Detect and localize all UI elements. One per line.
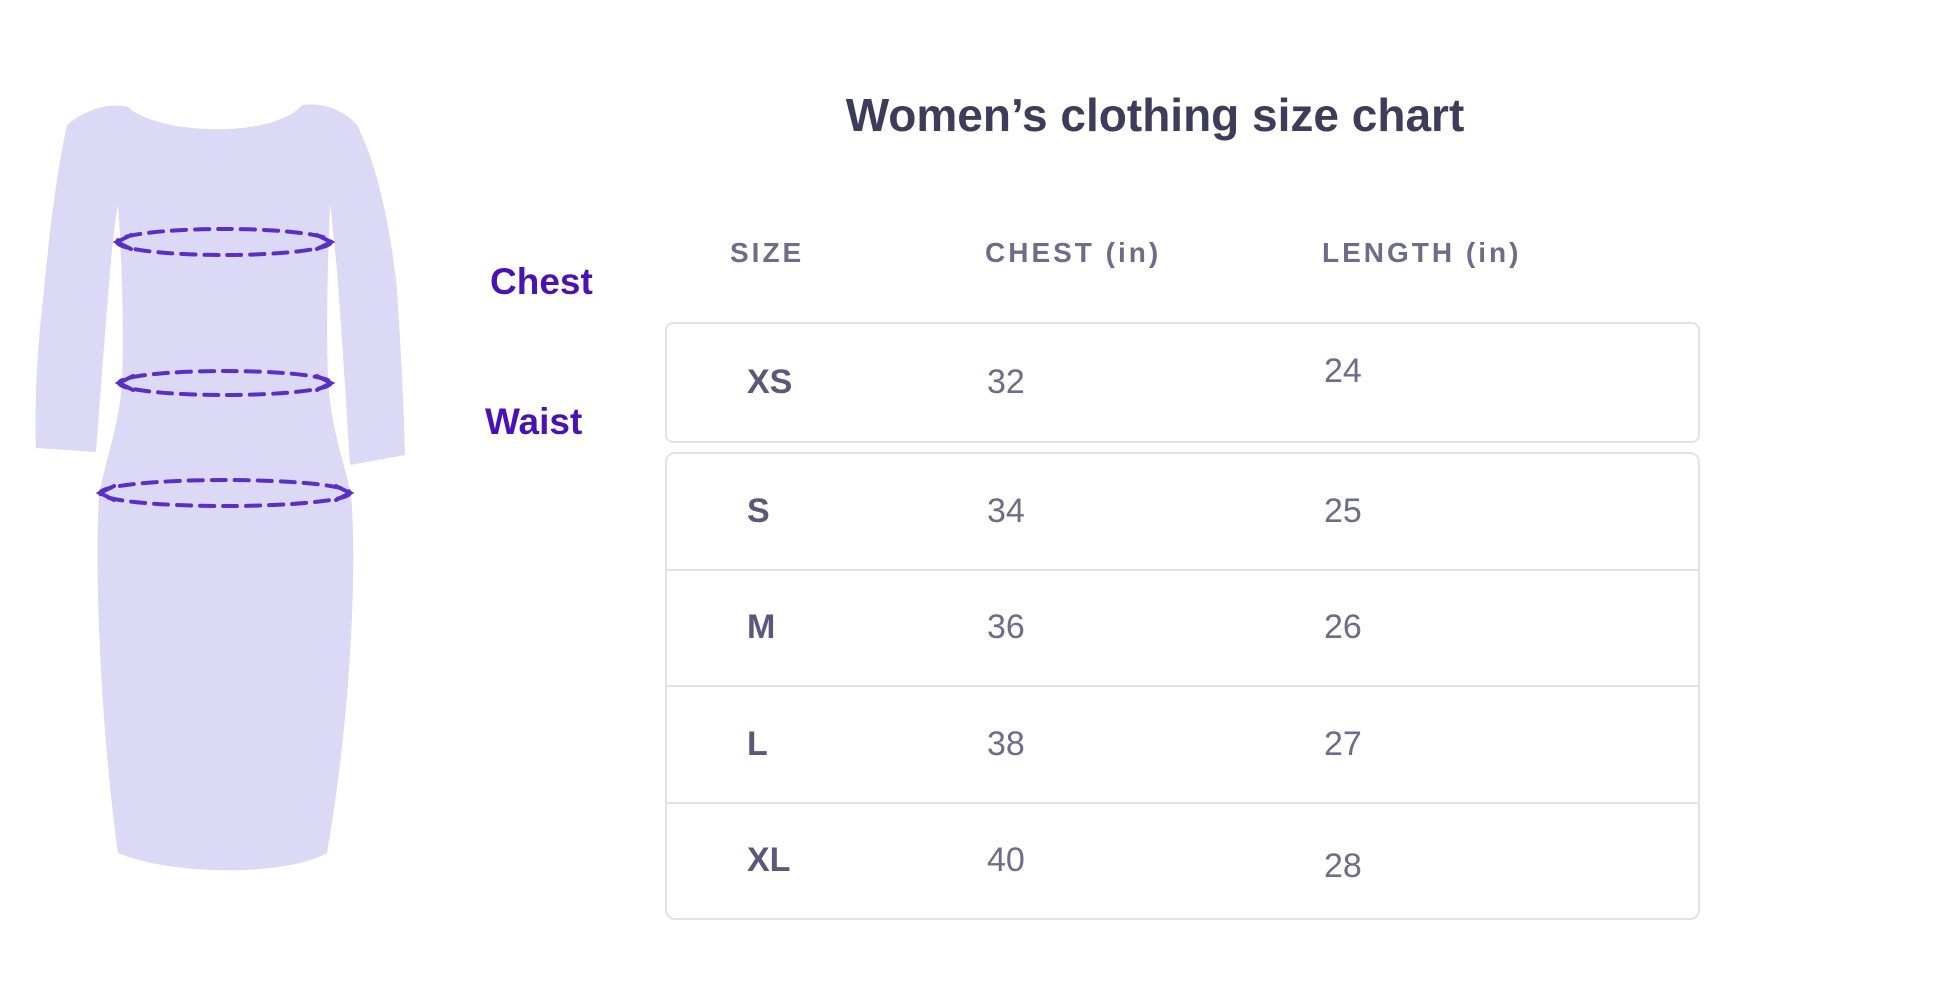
table-row-s: S 34 25: [667, 454, 1698, 569]
length-cell: 24: [1324, 352, 1362, 390]
chest-measure-ellipse: [112, 227, 336, 257]
length-cell: 27: [1324, 724, 1362, 763]
length-cell: 26: [1324, 608, 1362, 647]
dress-silhouette: [35, 104, 406, 871]
chest-cell: 38: [987, 724, 1025, 763]
size-cell: L: [747, 724, 768, 763]
size-cell: M: [747, 608, 776, 647]
hip-measure-ellipse: [95, 478, 355, 508]
header-size: SIZE: [730, 237, 805, 268]
length-cell: 25: [1324, 491, 1362, 530]
table-row-group: S 34 25 M 36 26 L 38 27 XL 40 28: [665, 452, 1700, 920]
size-cell: XL: [747, 841, 791, 880]
size-cell: S: [747, 491, 770, 530]
waist-label: Waist: [485, 401, 583, 442]
chest-label: Chest: [490, 261, 593, 302]
header-length: LENGTH (in): [1322, 237, 1522, 268]
table-row-l: L 38 27: [667, 685, 1698, 802]
page-title: Women’s clothing size chart: [845, 89, 1465, 141]
dress-illustration: [35, 104, 406, 871]
header-chest: CHEST (in): [985, 237, 1162, 268]
chest-cell: 32: [987, 363, 1025, 401]
size-cell: XS: [747, 363, 793, 401]
table-header-row: SIZE CHEST (in) LENGTH (in): [665, 236, 1700, 270]
table-row-m: M 36 26: [667, 568, 1698, 686]
chest-cell: 40: [987, 841, 1025, 880]
length-cell: 28: [1324, 847, 1362, 886]
table-row-xs: XS 32 24: [665, 322, 1700, 443]
size-table: SIZE CHEST (in) LENGTH (in) XS 32 24 S 3…: [665, 236, 1700, 920]
table-row-xl: XL 40 28: [667, 801, 1698, 919]
chest-cell: 34: [987, 491, 1025, 530]
waist-measure-ellipse: [114, 369, 336, 397]
chest-cell: 36: [987, 608, 1025, 647]
